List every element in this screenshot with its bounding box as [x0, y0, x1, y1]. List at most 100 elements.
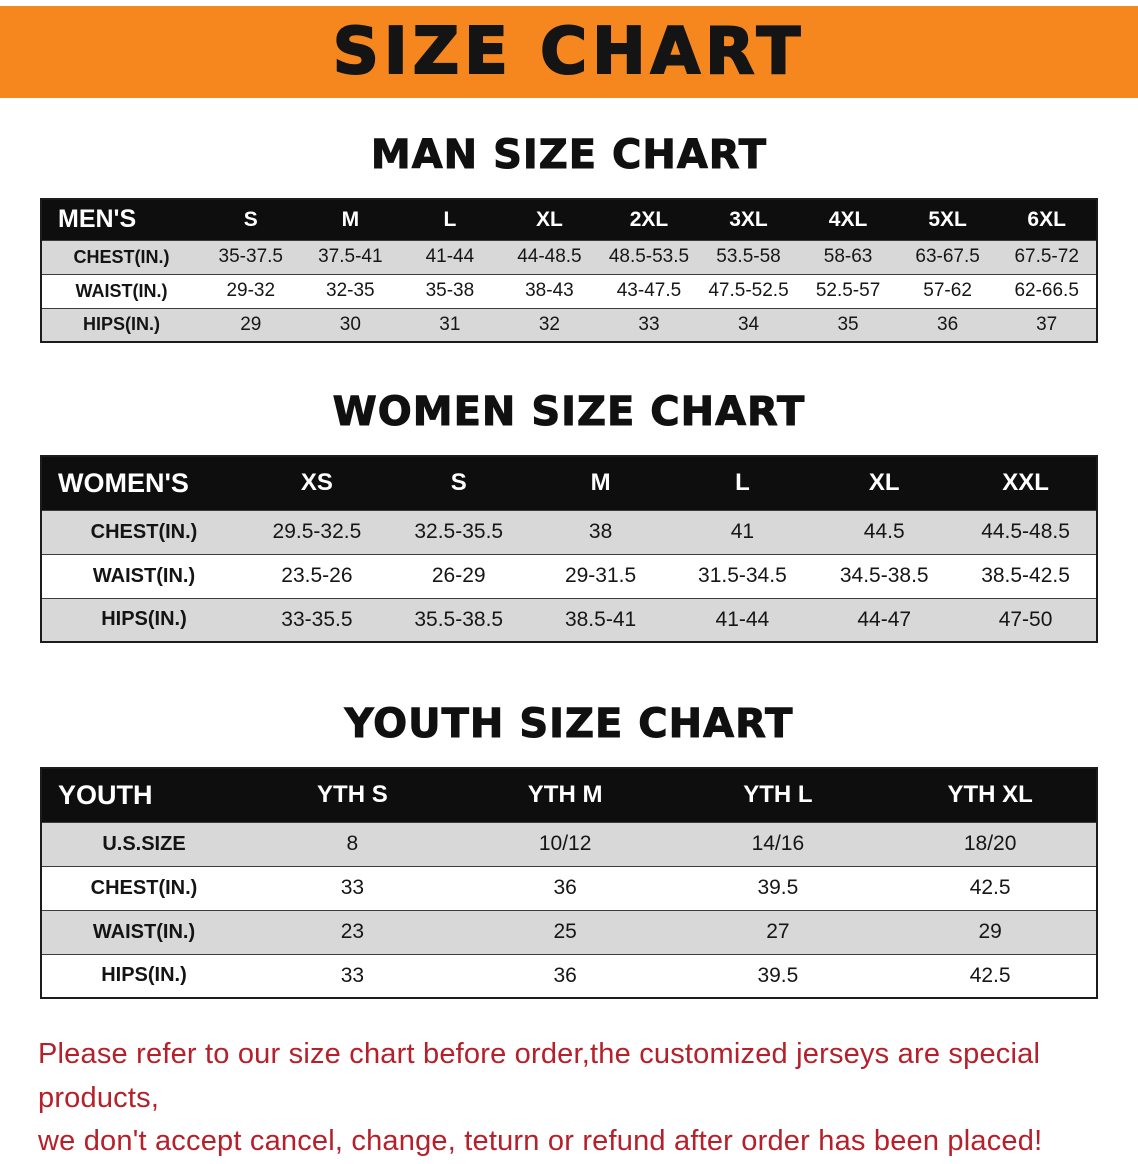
- table-row: WAIST(IN.) 23.5-26 26-29 29-31.5 31.5-34.5 34…: [41, 553, 1097, 599]
- size-value-cell: 38-43: [499, 273, 600, 309]
- size-value-cell: 8: [246, 821, 459, 867]
- size-value-cell: 34.5-38.5: [813, 553, 956, 599]
- table-corner-label: MEN'S: [41, 198, 201, 241]
- size-value-cell: 29: [884, 909, 1097, 955]
- size-value-cell: 26-29: [387, 553, 530, 599]
- size-value-cell: 27: [671, 909, 885, 955]
- youth-chart-title: YOUTH SIZE CHART: [344, 701, 794, 748]
- table-row: HIPS(IN.) 29 30 31 32 33 34 35 36 37: [41, 307, 1097, 343]
- size-value-cell: 47-50: [955, 597, 1097, 643]
- measurement-label: CHEST(IN.): [41, 509, 246, 555]
- size-column-header: M: [529, 455, 672, 511]
- size-value-cell: 31.5-34.5: [671, 553, 814, 599]
- size-value-cell: 41-44: [671, 597, 814, 643]
- measurement-label: U.S.SIZE: [41, 821, 246, 867]
- page-title: SIZE CHART: [332, 14, 806, 90]
- size-value-cell: 42.5: [884, 865, 1097, 911]
- table-header-row: MEN'S S M L XL 2XL 3XL 4XL 5XL 6XL: [41, 198, 1097, 241]
- size-column-header: YTH XL: [884, 767, 1097, 823]
- size-value-cell: 30: [300, 307, 401, 343]
- size-value-cell: 31: [400, 307, 500, 343]
- size-column-header: YTH S: [246, 767, 459, 823]
- size-value-cell: 57-62: [897, 273, 998, 309]
- size-value-cell: 38.5-41: [529, 597, 672, 643]
- disclaimer-line-2: we don't accept cancel, change, teturn o…: [38, 1125, 1043, 1157]
- disclaimer-note: Please refer to our size chart before or…: [38, 1033, 1138, 1164]
- men-size-table: MEN'S S M L XL 2XL 3XL 4XL 5XL 6XL CHEST(IN.) 35-37…: [40, 198, 1098, 343]
- size-value-cell: 33: [599, 307, 699, 343]
- youth-size-table: YOUTH YTH S YTH M YTH L YTH XL U.S.SIZE 8 10/12…: [40, 767, 1098, 999]
- size-column-header: XS: [246, 455, 388, 511]
- size-value-cell: 43-47.5: [599, 273, 699, 309]
- size-value-cell: 39.5: [671, 953, 885, 999]
- men-chart-title: MAN SIZE CHART: [370, 132, 768, 179]
- men-size-section: MAN SIZE CHART MEN'S S M L XL 2XL 3XL 4XL 5XL 6XL…: [0, 132, 1138, 343]
- size-value-cell: 36: [458, 865, 672, 911]
- women-size-table: WOMEN'S XS S M L XL XXL CHEST(IN.) 29.5-32.5 32.5…: [40, 455, 1098, 643]
- table-row: HIPS(IN.) 33 36 39.5 42.5: [41, 953, 1097, 999]
- table-row: WAIST(IN.) 23 25 27 29: [41, 909, 1097, 955]
- size-value-cell: 33: [246, 865, 459, 911]
- size-column-header: L: [400, 198, 500, 241]
- size-value-cell: 41: [671, 509, 814, 555]
- size-value-cell: 44-48.5: [499, 239, 600, 275]
- youth-size-section: YOUTH SIZE CHART YOUTH YTH S YTH M YTH L YTH…: [0, 701, 1138, 999]
- size-value-cell: 38.5-42.5: [955, 553, 1097, 599]
- size-column-header: 3XL: [698, 198, 799, 241]
- size-value-cell: 10/12: [458, 821, 672, 867]
- size-value-cell: 35.5-38.5: [387, 597, 530, 643]
- size-value-cell: 29.5-32.5: [246, 509, 388, 555]
- size-value-cell: 34: [698, 307, 799, 343]
- size-value-cell: 36: [897, 307, 998, 343]
- measurement-label: WAIST(IN.): [41, 553, 246, 599]
- size-value-cell: 44.5: [813, 509, 956, 555]
- table-row: HIPS(IN.) 33-35.5 35.5-38.5 38.5-41 41-44 44-…: [41, 597, 1097, 643]
- size-value-cell: 23: [246, 909, 459, 955]
- table-corner-label: WOMEN'S: [41, 455, 246, 511]
- table-row: CHEST(IN.) 29.5-32.5 32.5-35.5 38 41 44.5 44.5…: [41, 509, 1097, 555]
- size-value-cell: 63-67.5: [897, 239, 998, 275]
- size-column-header: 4XL: [798, 198, 898, 241]
- women-chart-title: WOMEN SIZE CHART: [332, 389, 806, 436]
- size-value-cell: 29: [201, 307, 301, 343]
- size-value-cell: 48.5-53.5: [599, 239, 699, 275]
- size-value-cell: 32: [499, 307, 600, 343]
- size-value-cell: 32.5-35.5: [387, 509, 530, 555]
- size-value-cell: 39.5: [671, 865, 885, 911]
- size-value-cell: 38: [529, 509, 672, 555]
- size-value-cell: 67.5-72: [997, 239, 1097, 275]
- table-header-row: WOMEN'S XS S M L XL XXL: [41, 455, 1097, 511]
- size-column-header: XXL: [955, 455, 1097, 511]
- size-value-cell: 44-47: [813, 597, 956, 643]
- size-value-cell: 44.5-48.5: [955, 509, 1097, 555]
- size-value-cell: 36: [458, 953, 672, 999]
- size-value-cell: 53.5-58: [698, 239, 799, 275]
- measurement-label: CHEST(IN.): [41, 239, 201, 275]
- size-value-cell: 25: [458, 909, 672, 955]
- size-value-cell: 29-31.5: [529, 553, 672, 599]
- size-value-cell: 37.5-41: [300, 239, 401, 275]
- size-value-cell: 32-35: [300, 273, 401, 309]
- table-row: WAIST(IN.) 29-32 32-35 35-38 38-43 43-47.5 47.…: [41, 273, 1097, 309]
- table-row: U.S.SIZE 8 10/12 14/16 18/20: [41, 821, 1097, 867]
- size-value-cell: 29-32: [201, 273, 301, 309]
- size-value-cell: 35: [798, 307, 898, 343]
- table-row: CHEST(IN.) 33 36 39.5 42.5: [41, 865, 1097, 911]
- size-value-cell: 52.5-57: [798, 273, 898, 309]
- measurement-label: WAIST(IN.): [41, 273, 201, 309]
- size-column-header: 2XL: [599, 198, 699, 241]
- size-column-header: XL: [813, 455, 956, 511]
- size-value-cell: 33: [246, 953, 459, 999]
- size-column-header: 5XL: [897, 198, 998, 241]
- size-column-header: S: [387, 455, 530, 511]
- size-value-cell: 23.5-26: [246, 553, 388, 599]
- size-column-header: M: [300, 198, 401, 241]
- table-row: CHEST(IN.) 35-37.5 37.5-41 41-44 44-48.5 48.5…: [41, 239, 1097, 275]
- size-value-cell: 62-66.5: [997, 273, 1097, 309]
- size-column-header: YTH M: [458, 767, 672, 823]
- size-column-header: S: [201, 198, 301, 241]
- size-column-header: 6XL: [997, 198, 1097, 241]
- size-column-header: L: [671, 455, 814, 511]
- size-value-cell: 58-63: [798, 239, 898, 275]
